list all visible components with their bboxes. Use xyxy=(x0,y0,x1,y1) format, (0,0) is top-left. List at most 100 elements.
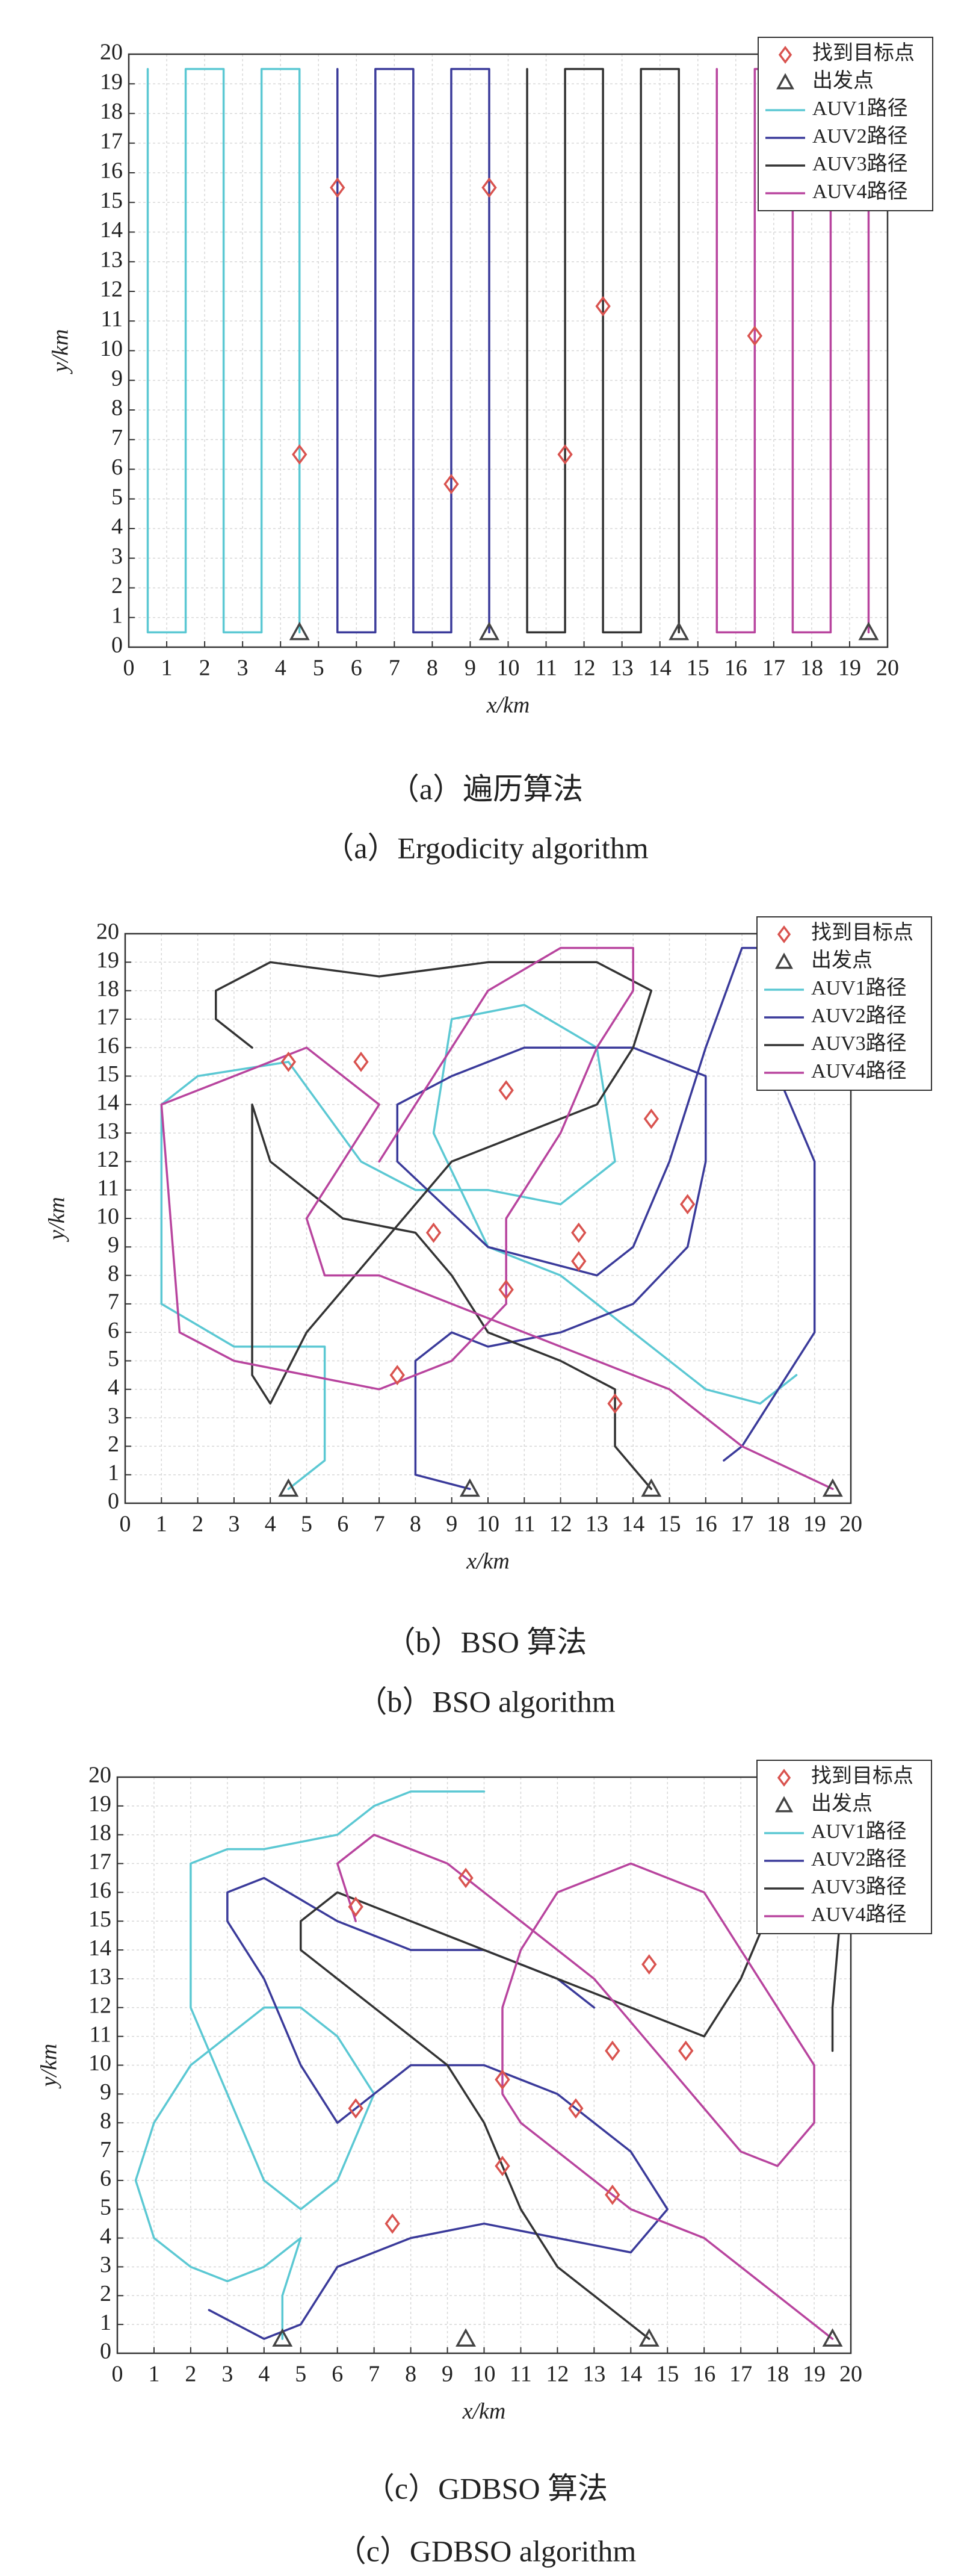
y-tick-label: 5 xyxy=(100,2194,111,2220)
y-tick-label: 16 xyxy=(100,158,123,184)
x-tick-label: 4 xyxy=(258,2362,270,2387)
y-tick-label: 12 xyxy=(96,1147,119,1172)
legend-label: AUV4路径 xyxy=(811,1903,907,1926)
legend-label: AUV3路径 xyxy=(812,152,908,175)
y-tick-label: 10 xyxy=(96,1204,119,1229)
legend-symbol xyxy=(775,1796,793,1813)
y-tick-label: 14 xyxy=(96,1090,119,1116)
target-point xyxy=(348,1896,363,1917)
y-tick-label: 5 xyxy=(111,484,123,509)
target-point xyxy=(678,2040,694,2061)
legend-label: AUV2路径 xyxy=(811,1004,907,1027)
legend-box xyxy=(758,37,933,211)
target-point xyxy=(568,2098,584,2119)
y-tick-label: 2 xyxy=(108,1432,119,1457)
target-point xyxy=(330,177,345,198)
x-axis-label: x/km xyxy=(462,2399,506,2424)
legend-label: AUV3路径 xyxy=(811,1875,907,1898)
auv-path xyxy=(146,67,301,634)
y-tick-label: 19 xyxy=(100,69,123,95)
x-tick-label: 4 xyxy=(265,1512,276,1537)
y-tick-label: 1 xyxy=(111,603,123,628)
target-point xyxy=(292,444,307,465)
caption-en: （a）Ergodicity algorithm xyxy=(324,831,648,864)
x-tick-label: 11 xyxy=(513,1512,536,1537)
y-axis-label: y/km xyxy=(37,2044,62,2090)
x-tick-label: 5 xyxy=(295,2362,306,2387)
y-tick-label: 9 xyxy=(100,2079,111,2105)
auv-path xyxy=(526,67,680,634)
x-tick-label: 8 xyxy=(410,1512,421,1537)
legend-label: 找到目标点 xyxy=(811,1764,913,1787)
y-tick-label: 18 xyxy=(96,976,119,1001)
x-tick-label: 5 xyxy=(301,1512,312,1537)
y-tick-label: 20 xyxy=(88,1763,111,1788)
y-tick-label: 18 xyxy=(100,99,123,124)
caption: （c）GDBSO 算法 xyxy=(365,2471,608,2505)
y-tick-label: 8 xyxy=(111,396,123,421)
y-tick-label: 10 xyxy=(88,2050,111,2076)
y-tick-label: 8 xyxy=(108,1261,119,1286)
caption-en: （b）BSO algorithm xyxy=(357,1684,615,1718)
y-tick-label: 16 xyxy=(88,1878,111,1903)
legend-symbol xyxy=(777,1769,791,1787)
start-point xyxy=(641,1478,662,1497)
y-tick-label: 7 xyxy=(108,1290,119,1315)
x-tick-label: 17 xyxy=(731,1512,753,1537)
target-point xyxy=(605,2184,620,2205)
y-tick-label: 17 xyxy=(100,128,123,154)
x-tick-label: 15 xyxy=(687,656,709,681)
x-tick-label: 8 xyxy=(427,656,438,681)
y-tick-label: 13 xyxy=(96,1119,119,1144)
legend-label: AUV2路径 xyxy=(812,125,908,147)
x-tick-label: 13 xyxy=(611,656,634,681)
start-point xyxy=(479,621,499,641)
x-tick-label: 17 xyxy=(762,656,785,681)
y-tick-label: 0 xyxy=(100,2339,111,2364)
y-axis-label: y/km xyxy=(45,1197,70,1243)
auv-path xyxy=(215,961,653,1491)
x-tick-label: 19 xyxy=(803,2362,826,2387)
y-tick-label: 0 xyxy=(111,633,123,658)
auv-path xyxy=(160,1004,798,1491)
y-tick-label: 12 xyxy=(100,277,123,302)
y-tick-label: 12 xyxy=(88,1993,111,2019)
target-point xyxy=(607,1393,623,1414)
start-point xyxy=(278,1478,299,1497)
target-point xyxy=(495,2156,510,2176)
y-tick-label: 11 xyxy=(89,2022,111,2047)
y-tick-label: 13 xyxy=(100,247,123,272)
x-tick-label: 19 xyxy=(803,1512,826,1537)
auv-path xyxy=(336,67,490,634)
x-tick-label: 0 xyxy=(112,2362,123,2387)
y-tick-label: 17 xyxy=(88,1849,111,1874)
x-tick-label: 10 xyxy=(497,656,520,681)
axes-frame xyxy=(116,1776,852,2354)
x-tick-label: 16 xyxy=(694,1512,717,1537)
y-tick-label: 4 xyxy=(100,2223,111,2249)
x-tick-label: 2 xyxy=(199,656,211,681)
y-tick-label: 6 xyxy=(100,2166,111,2191)
target-point xyxy=(557,444,573,465)
axes-frame xyxy=(128,53,889,648)
y-tick-label: 8 xyxy=(100,2108,111,2134)
target-point xyxy=(643,1108,659,1129)
target-point xyxy=(443,474,459,495)
legend-symbol xyxy=(776,73,794,90)
legend-label: AUV3路径 xyxy=(811,1032,907,1055)
start-point xyxy=(459,1478,480,1497)
target-point xyxy=(280,1051,297,1072)
target-point xyxy=(495,2069,510,2090)
target-point xyxy=(747,325,763,346)
x-tick-label: 1 xyxy=(156,1512,167,1537)
x-tick-label: 3 xyxy=(237,656,249,681)
y-tick-label: 16 xyxy=(96,1033,119,1058)
legend-label: 出发点 xyxy=(812,69,874,92)
legend-label: 出发点 xyxy=(811,949,873,972)
x-tick-label: 0 xyxy=(123,656,135,681)
target-point xyxy=(571,1251,587,1271)
target-point xyxy=(425,1222,442,1243)
x-tick-label: 5 xyxy=(313,656,324,681)
legend-label: AUV4路径 xyxy=(812,180,908,203)
y-tick-label: 19 xyxy=(88,1792,111,1817)
